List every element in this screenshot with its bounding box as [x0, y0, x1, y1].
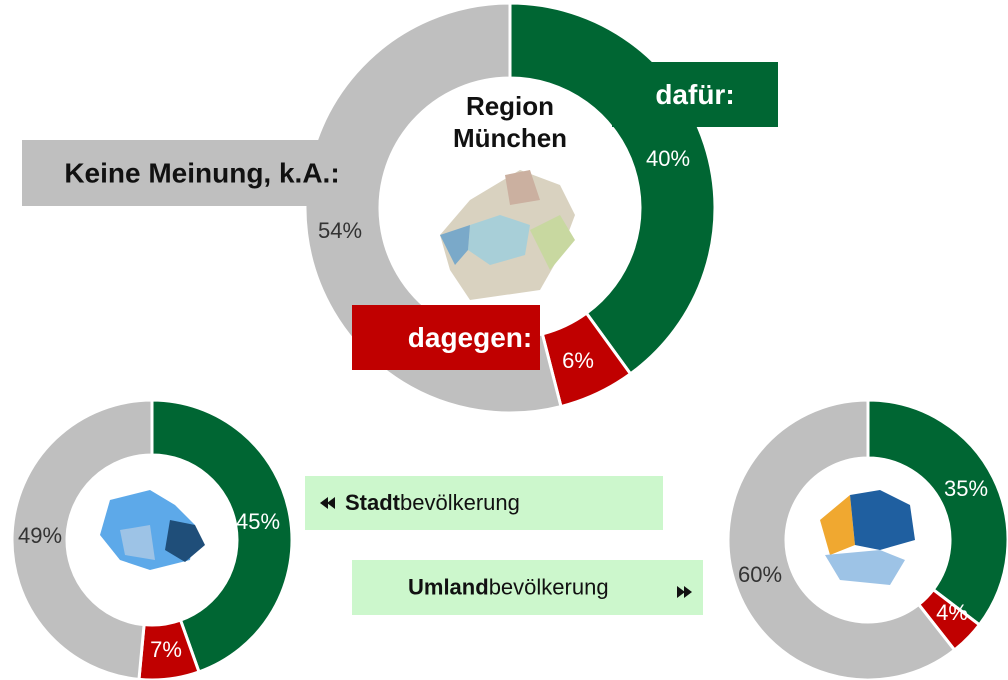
legend-box — [352, 560, 703, 615]
map-region — [440, 225, 470, 265]
value-label: 45% — [236, 509, 280, 534]
map-region — [120, 525, 155, 560]
category-box — [22, 140, 365, 206]
value-label: 35% — [944, 476, 988, 501]
arrow-icon — [684, 586, 692, 598]
map-region — [820, 495, 855, 555]
category-label: dagegen: — [408, 322, 532, 353]
category-label: Keine Meinung, k.A.: — [64, 157, 339, 188]
map-region — [850, 490, 915, 550]
legend-label-text: bevölkerung — [400, 490, 520, 515]
value-label: 40% — [646, 146, 690, 171]
value-label: 7% — [150, 637, 182, 662]
legend-label-bold: Umland — [408, 574, 489, 599]
legend-arrows — [320, 497, 692, 598]
legend-label-bold: Stadt — [345, 490, 401, 515]
arrow-icon — [320, 497, 328, 509]
maps — [100, 170, 915, 585]
category-box — [612, 62, 778, 127]
arrow-icon — [677, 586, 685, 598]
map-region — [468, 215, 530, 265]
chart-title: Region München — [452, 91, 568, 153]
value-label: 6% — [562, 348, 594, 373]
value-label: 54% — [318, 218, 362, 243]
arrow-icon — [327, 497, 335, 509]
map-region — [530, 215, 575, 270]
map-region — [165, 520, 205, 562]
value-label: 60% — [738, 562, 782, 587]
map-region — [505, 170, 540, 205]
value-label: 4% — [936, 600, 968, 625]
category-box — [352, 305, 540, 370]
legend-label: Umlandbevölkerung — [408, 574, 609, 599]
legend-box — [305, 476, 663, 530]
value-label: 49% — [18, 523, 62, 548]
legend-label: Stadtbevölkerung — [345, 490, 520, 515]
category-label: dafür: — [655, 79, 734, 110]
map-region — [825, 550, 905, 585]
legend-label-text: bevölkerung — [489, 574, 609, 599]
